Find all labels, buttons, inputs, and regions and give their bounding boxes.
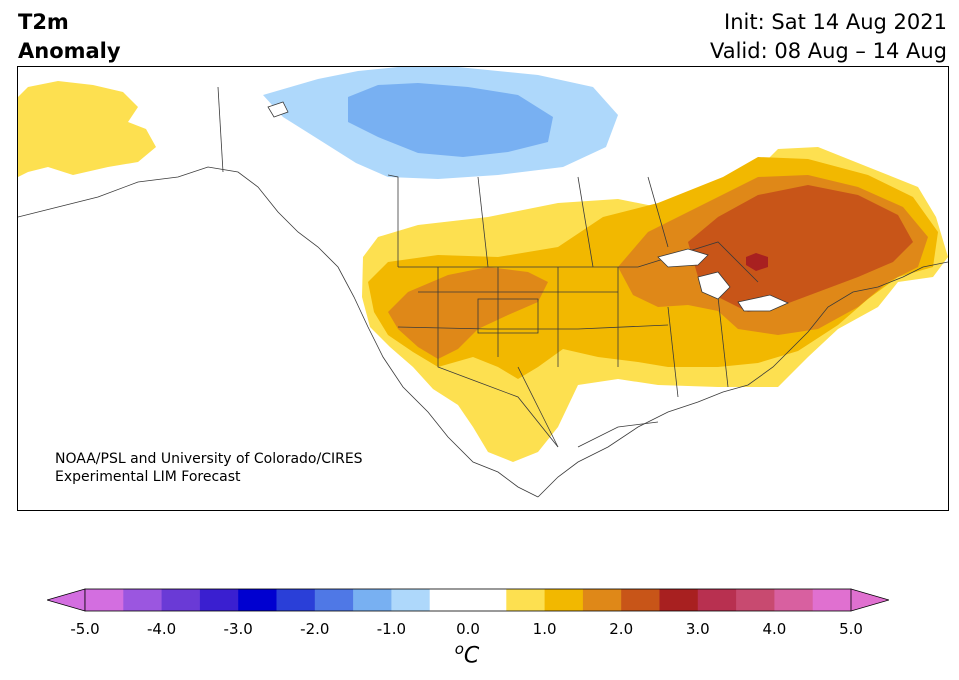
colorbar-swatch bbox=[468, 589, 507, 611]
colorbar-tick-label: -1.0 bbox=[376, 620, 407, 638]
colorbar-tick-label: 4.0 bbox=[762, 620, 787, 638]
colorbar bbox=[45, 588, 891, 618]
warm-anomaly-level-4 bbox=[688, 185, 913, 312]
credit-line-2: Experimental LIM Forecast bbox=[55, 469, 241, 485]
colorbar-swatch bbox=[391, 589, 431, 611]
forecast-credit: NOAA/PSL and University of Colorado/CIRE… bbox=[55, 450, 363, 486]
colorbar-swatch bbox=[161, 589, 201, 611]
colorbar-swatches bbox=[45, 588, 891, 612]
colorbar-border bbox=[84, 588, 852, 612]
colorbar-tick-label: 3.0 bbox=[685, 620, 710, 638]
colorbar-swatch bbox=[736, 589, 775, 611]
colorbar-swatch bbox=[812, 589, 852, 611]
colorbar-tick-label: -4.0 bbox=[146, 620, 177, 638]
colorbar-swatch bbox=[238, 589, 277, 611]
colorbar-tick-label: 5.0 bbox=[839, 620, 863, 638]
colorbar-swatch bbox=[199, 589, 239, 611]
colorbar-tick-label: -2.0 bbox=[300, 620, 330, 638]
anomaly-map bbox=[18, 67, 948, 498]
colorbar-tick-label: 2.0 bbox=[609, 620, 634, 638]
colorbar-swatch bbox=[774, 589, 814, 611]
colorbar-swatch bbox=[621, 589, 660, 611]
title-left: T2m Anomaly bbox=[18, 8, 121, 66]
warm-anomaly-level-5 bbox=[746, 253, 768, 271]
valid-range: Valid: 08 Aug – 14 Aug bbox=[709, 39, 947, 63]
colorbar-swatch bbox=[314, 589, 354, 611]
colorbar-tick-label: 0.0 bbox=[456, 620, 480, 638]
map-panel: NOAA/PSL and University of Colorado/CIRE… bbox=[17, 66, 949, 511]
lakes bbox=[267, 101, 789, 312]
alaska-warm-anomaly bbox=[18, 81, 156, 177]
init-date: Init: Sat 14 Aug 2021 bbox=[724, 10, 947, 34]
colorbar-swatch bbox=[123, 589, 163, 611]
colorbar-swatch bbox=[659, 589, 699, 611]
colorbar-swatch bbox=[697, 589, 737, 611]
unit-celsius: C bbox=[463, 643, 480, 669]
colorbar-swatch bbox=[506, 589, 546, 611]
arctic-cool-mid bbox=[348, 83, 553, 157]
colorbar-swatch bbox=[85, 589, 124, 611]
colorbar-swatch bbox=[276, 589, 316, 611]
colorbar-swatch bbox=[582, 589, 622, 611]
unit-degree: o bbox=[454, 640, 464, 658]
colorbar-max-extension bbox=[850, 588, 891, 612]
credit-line-1: NOAA/PSL and University of Colorado/CIRE… bbox=[55, 451, 363, 467]
title-right: Init: Sat 14 Aug 2021 Valid: 08 Aug – 14… bbox=[710, 8, 947, 66]
colorbar-swatch bbox=[544, 589, 584, 611]
colorbar-swatch bbox=[353, 589, 392, 611]
colorbar-tick-label: -3.0 bbox=[223, 620, 253, 638]
title-variable: T2m bbox=[18, 10, 69, 34]
colorbar-tick-label: -5.0 bbox=[70, 620, 100, 638]
colorbar-min-extension bbox=[45, 588, 86, 612]
colorbar-swatch bbox=[429, 589, 469, 611]
colorbar-tick-label: 1.0 bbox=[532, 620, 557, 638]
colorbar-ticks: -5.0 -4.0 -3.0 -2.0 -1.0 0.0 1.0 2.0 3.0 4.0 5.0 bbox=[0, 620, 959, 640]
colorbar-unit: oC bbox=[455, 640, 480, 668]
title-field: Anomaly bbox=[18, 39, 121, 63]
